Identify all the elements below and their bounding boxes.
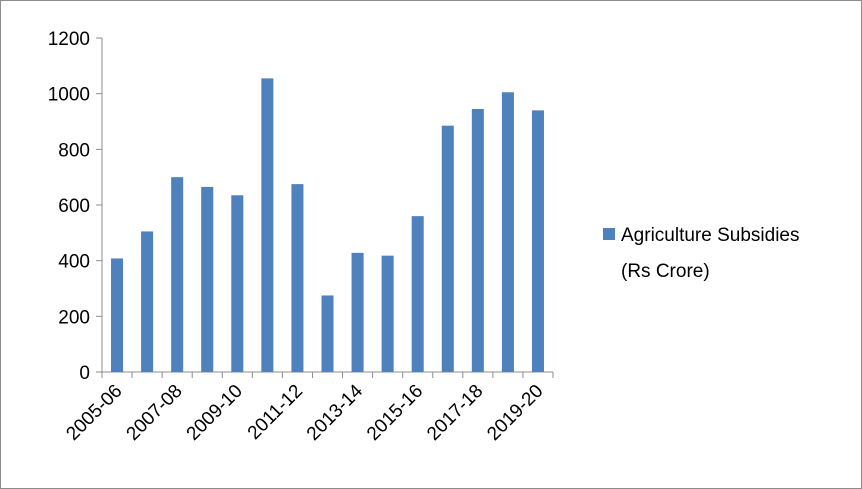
- bar-2012-13: [321, 295, 334, 372]
- y-tick-label: 200: [58, 307, 90, 328]
- bar-2016-17: [441, 125, 454, 372]
- x-tick-label: 2013-14: [303, 380, 367, 444]
- bar-series: [111, 78, 544, 373]
- x-tick-label: 2007-08: [123, 381, 187, 445]
- bar-2006-07: [141, 231, 154, 372]
- y-tick-label: 600: [58, 196, 90, 217]
- y-axis: 0 200 400 600 800 1000 1200: [48, 29, 103, 384]
- bar-2011-12: [291, 184, 304, 373]
- bar-2017-18: [471, 108, 484, 372]
- bar-2019-20: [531, 110, 544, 373]
- legend: Agriculture Subsidies (Rs Crore): [603, 225, 799, 282]
- x-axis: 2005-062007-082009-102011-122013-142015-…: [62, 371, 554, 445]
- bar-2013-14: [351, 252, 364, 372]
- bar-2005-06: [111, 258, 124, 372]
- y-tick-label: 0: [79, 363, 90, 384]
- x-tick-label: 2009-10: [183, 381, 247, 445]
- bar-2018-19: [501, 92, 514, 373]
- legend-label-line-1: Agriculture Subsidies: [621, 225, 799, 246]
- legend-swatch: [603, 228, 615, 240]
- y-tick-label: 400: [58, 252, 90, 273]
- x-tick-label: 2015-16: [363, 381, 427, 445]
- bar-2010-11: [261, 78, 274, 373]
- x-tick-label: 2017-18: [423, 381, 487, 445]
- y-tick-label: 1200: [48, 29, 90, 50]
- x-tick-label: 2011-12: [244, 381, 307, 444]
- y-tick-label: 1000: [48, 85, 90, 106]
- bar-2014-15: [381, 255, 394, 372]
- x-tick-label: 2019-20: [483, 381, 547, 445]
- x-tick-label: 2005-06: [62, 381, 126, 445]
- bar-2015-16: [411, 216, 424, 372]
- legend-label-line-2: (Rs Crore): [621, 261, 710, 282]
- bar-2008-09: [201, 186, 214, 372]
- y-tick-label: 800: [58, 140, 90, 161]
- bar-2007-08: [171, 177, 184, 372]
- bar-2009-10: [231, 195, 244, 372]
